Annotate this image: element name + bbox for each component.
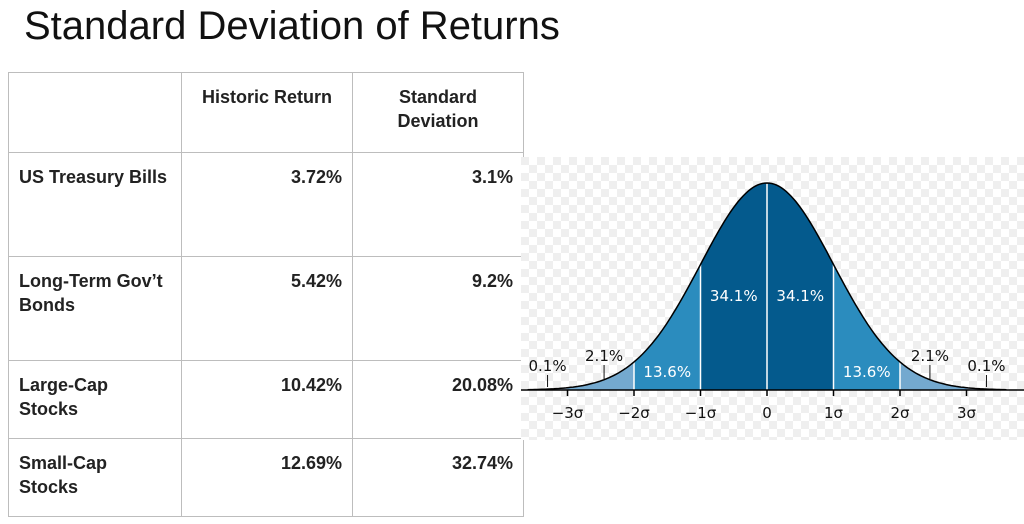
band-percent-label: 2.1% [911,347,949,365]
x-tick-label: 2σ [890,404,910,422]
band-percent-label: 13.6% [843,363,891,381]
normal-distribution-chart: 34.1% 34.1% 13.6% 13.6% 2.1% 2.1% 0.1% 0.1% −3σ… [521,157,1024,440]
standard-deviation: 20.08% [352,360,524,439]
standard-deviation: 32.74% [352,438,524,517]
band-percent-label: 2.1% [585,347,623,365]
standard-deviation: 9.2% [352,256,524,361]
historic-return: 5.42% [181,256,353,361]
band-percent-label: 34.1% [776,287,824,305]
table-row: US Treasury Bills 3.72% 3.1% [8,152,524,257]
table-row: Large-Cap Stocks 10.42% 20.08% [8,360,524,439]
table-header-row: Historic Return Standard Deviation [8,72,524,153]
asset-name: Large-Cap Stocks [8,360,182,439]
band-area [900,362,967,390]
returns-table: Historic Return Standard Deviation US Tr… [8,72,524,517]
historic-return: 10.42% [181,360,353,439]
historic-return: 3.72% [181,152,353,257]
standard-deviation: 3.1% [352,152,524,257]
x-tick-label: −2σ [618,404,650,422]
historic-return: 12.69% [181,438,353,517]
asset-name: Long-Term Gov’t Bonds [8,256,182,361]
band-area [567,362,634,390]
table-row: Long-Term Gov’t Bonds 5.42% 9.2% [8,256,524,361]
x-tick-label: 3σ [957,404,977,422]
band-percent-label: 0.1% [528,357,566,375]
x-tick-label: −3σ [552,404,584,422]
page-title: Standard Deviation of Returns [24,4,560,48]
x-tick-label: −1σ [685,404,717,422]
x-tick-label: 0 [762,404,772,422]
band-percent-label: 34.1% [710,287,758,305]
x-tick-label: 1σ [824,404,844,422]
table-header-cell: Standard Deviation [352,72,524,153]
asset-name: Small-Cap Stocks [8,438,182,517]
table-header-cell: Historic Return [181,72,353,153]
asset-name: US Treasury Bills [8,152,182,257]
band-percent-label: 13.6% [643,363,691,381]
table-row: Small-Cap Stocks 12.69% 32.74% [8,438,524,517]
band-percent-label: 0.1% [967,357,1005,375]
distribution-curve [527,182,1007,391]
table-header-cell [8,72,182,153]
